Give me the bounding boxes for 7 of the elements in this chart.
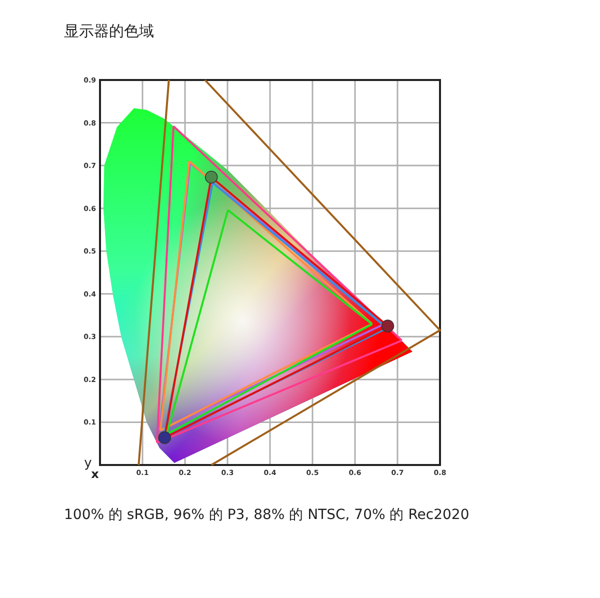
point — [381, 320, 394, 332]
x-axis-title: x — [91, 467, 100, 481]
text: 100% 的 sRGB, 96% 的 P3, 88% 的 NTSC, 70% 的 Rec2020 — [64, 506, 470, 525]
chart-title: 显示器的色域 — [64, 22, 154, 40]
point — [204, 170, 218, 184]
point — [158, 431, 171, 444]
y-axis-title: y — [84, 456, 92, 471]
